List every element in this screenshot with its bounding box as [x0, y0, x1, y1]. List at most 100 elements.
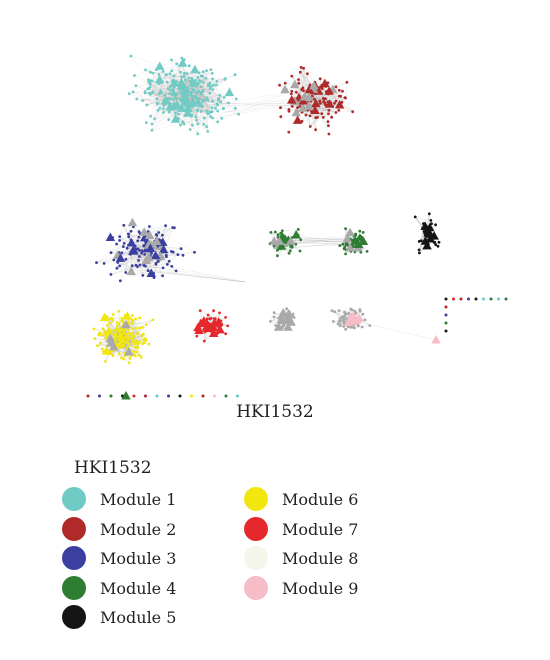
legend-title: HKI1532: [74, 458, 152, 478]
edge: [204, 101, 301, 108]
edge: [148, 76, 185, 80]
node: [110, 317, 114, 320]
hub-node: [334, 99, 345, 109]
hub-node: [286, 317, 296, 326]
edge: [145, 92, 157, 99]
edge: [202, 76, 216, 109]
hub-node: [154, 74, 165, 84]
node: [341, 318, 345, 322]
node: [164, 224, 168, 228]
edge: [211, 99, 299, 105]
node: [320, 112, 324, 115]
node: [98, 394, 101, 398]
node: [344, 242, 348, 245]
edge: [150, 84, 186, 106]
edge: [149, 92, 168, 99]
node: [132, 350, 136, 353]
hub-node: [188, 98, 198, 107]
node: [134, 317, 137, 321]
edge: [180, 108, 198, 135]
node: [327, 112, 330, 116]
node: [361, 231, 365, 234]
edge: [205, 78, 211, 113]
edge: [419, 231, 425, 242]
edge: [166, 74, 186, 81]
edge: [132, 91, 179, 119]
node: [112, 258, 116, 262]
hub-node: [145, 243, 156, 253]
node: [179, 123, 182, 127]
node: [118, 346, 121, 350]
node: [356, 324, 360, 328]
edge: [152, 72, 160, 109]
node: [150, 79, 154, 83]
node: [321, 116, 325, 119]
edge: [119, 327, 143, 348]
node: [135, 97, 139, 101]
edge: [277, 250, 291, 251]
node: [216, 120, 220, 124]
edge: [151, 95, 165, 131]
node: [113, 329, 117, 332]
node: [210, 110, 214, 114]
hub-node: [105, 333, 116, 343]
edge: [148, 270, 246, 283]
legend-item-module-5: Module 5: [62, 604, 176, 630]
hub-node: [284, 308, 294, 318]
node: [174, 269, 178, 273]
node: [130, 322, 134, 326]
edge: [186, 92, 202, 106]
node: [199, 85, 203, 89]
hub-node: [150, 250, 161, 260]
node: [436, 244, 440, 248]
node: [147, 342, 151, 346]
node: [340, 316, 343, 319]
node: [140, 334, 144, 338]
node: [353, 309, 357, 313]
node: [418, 251, 421, 255]
node: [272, 315, 276, 319]
node: [127, 92, 131, 95]
hub-node: [160, 96, 171, 105]
edge: [203, 103, 298, 121]
edge: [191, 102, 229, 106]
edge: [201, 92, 211, 113]
node: [353, 326, 356, 330]
node: [141, 325, 144, 329]
edge: [200, 310, 212, 319]
node: [280, 229, 284, 233]
node: [120, 319, 124, 323]
edge: [115, 334, 133, 337]
node: [349, 307, 353, 311]
node: [184, 78, 187, 82]
node: [209, 115, 213, 118]
hub-node: [354, 313, 365, 322]
module-5-swatch: [62, 605, 86, 629]
node: [170, 250, 173, 253]
node: [132, 394, 136, 398]
node: [417, 240, 421, 243]
node: [195, 334, 199, 338]
node: [361, 312, 365, 316]
node: [172, 89, 175, 93]
node: [194, 95, 198, 98]
hub-node: [311, 98, 321, 108]
edge: [191, 103, 218, 116]
node: [222, 107, 226, 110]
edge: [155, 248, 182, 265]
node: [127, 361, 131, 365]
module-9-swatch: [244, 576, 268, 600]
node: [482, 297, 485, 301]
node: [196, 122, 200, 126]
hub-node: [300, 92, 310, 101]
node: [115, 242, 118, 246]
node: [206, 130, 210, 133]
node: [193, 250, 196, 254]
node: [287, 251, 291, 255]
hub-node: [345, 227, 355, 237]
node: [333, 310, 337, 314]
node: [444, 313, 448, 317]
edge: [282, 229, 299, 231]
node: [202, 123, 206, 126]
node: [444, 329, 448, 333]
